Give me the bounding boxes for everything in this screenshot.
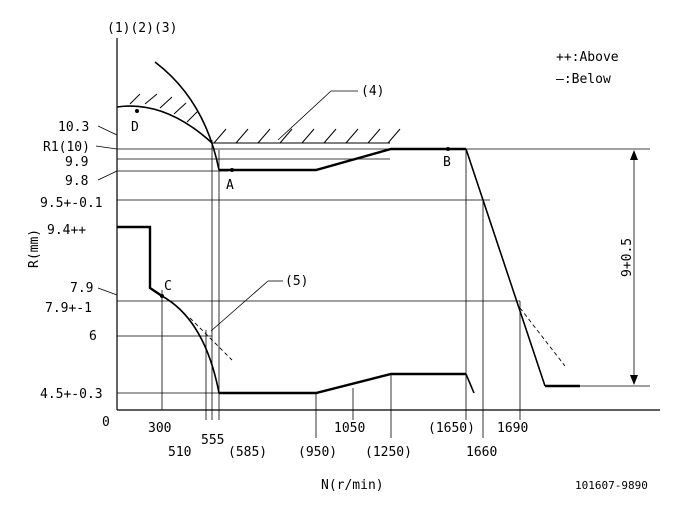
point-b-label: B	[443, 155, 451, 170]
y-tick-9-8: 9.8	[65, 174, 88, 189]
dimension-arrow-bottom	[630, 375, 638, 385]
callout-4: (4)	[361, 84, 384, 99]
callout-4-leader	[277, 90, 332, 141]
dashed-line-left	[189, 317, 233, 361]
upper-arc-curve	[154, 61, 220, 171]
header-labels: (1)(2)(3)	[107, 21, 177, 36]
leader-10-3	[97, 125, 118, 136]
x-tick-555: 555	[201, 433, 224, 448]
leader-7-9	[97, 287, 118, 296]
x-tick-1250: (1250)	[365, 445, 412, 460]
y-tick-9-5: 9.5+-0.1	[40, 196, 103, 211]
y-axis-label: R(mm)	[27, 229, 42, 268]
y-tick-10-3: 10.3	[58, 120, 89, 135]
lower-curve	[161, 295, 220, 394]
upper-characteristic-line	[219, 147, 466, 172]
legend-above: ++:Above	[556, 50, 619, 65]
legend-below: —:Below	[556, 72, 611, 87]
y-tick-r1: R1(10)	[43, 140, 90, 155]
dimension-label: 9+0.5	[620, 238, 635, 277]
x-tick-300: 300	[148, 421, 171, 436]
y-tick-9-9: 9.9	[65, 155, 88, 170]
x-tick-1660: 1660	[466, 445, 497, 460]
falloff-line	[465, 148, 546, 387]
leader-r1	[95, 145, 118, 150]
y-tick-4-5: 4.5+-0.3	[40, 387, 103, 402]
x-tick-1050: 1050	[334, 421, 365, 436]
y-tick-7-9: 7.9	[70, 281, 93, 296]
y-tick-6: 6	[89, 329, 97, 344]
lower-tail	[465, 373, 475, 394]
point-b-marker	[446, 147, 450, 151]
x-tick-1690: 1690	[497, 421, 528, 436]
origin-label: 0	[102, 415, 110, 430]
x-tick-510: 510	[168, 445, 191, 460]
x-tick-1650: (1650)	[428, 421, 475, 436]
point-a-marker	[230, 168, 234, 172]
drawing-code: 101607-9890	[575, 479, 648, 492]
x-axis-label: N(r/min)	[321, 478, 384, 493]
x-tick-950: (950)	[298, 445, 337, 460]
point-c-marker	[160, 294, 164, 298]
y-tick-7-9b: 7.9+-1	[45, 301, 92, 316]
hatched-curve-d	[116, 93, 213, 144]
y-tick-9-4: 9.4++	[47, 223, 86, 238]
point-c-label: C	[164, 279, 172, 294]
point-d-marker	[135, 109, 139, 113]
lower-characteristic-line	[117, 225, 163, 297]
dimension-arrow-top	[630, 150, 638, 160]
hatched-stop-region	[212, 128, 401, 144]
dashed-line-right	[519, 307, 566, 367]
callout-5-leader	[210, 280, 269, 332]
leader-9-8	[97, 170, 118, 181]
point-a-label: A	[226, 178, 234, 193]
callout-5: (5)	[285, 274, 308, 289]
x-tick-585: (585)	[228, 445, 267, 460]
point-d-label: D	[131, 120, 139, 135]
lower-base-line	[219, 372, 466, 395]
